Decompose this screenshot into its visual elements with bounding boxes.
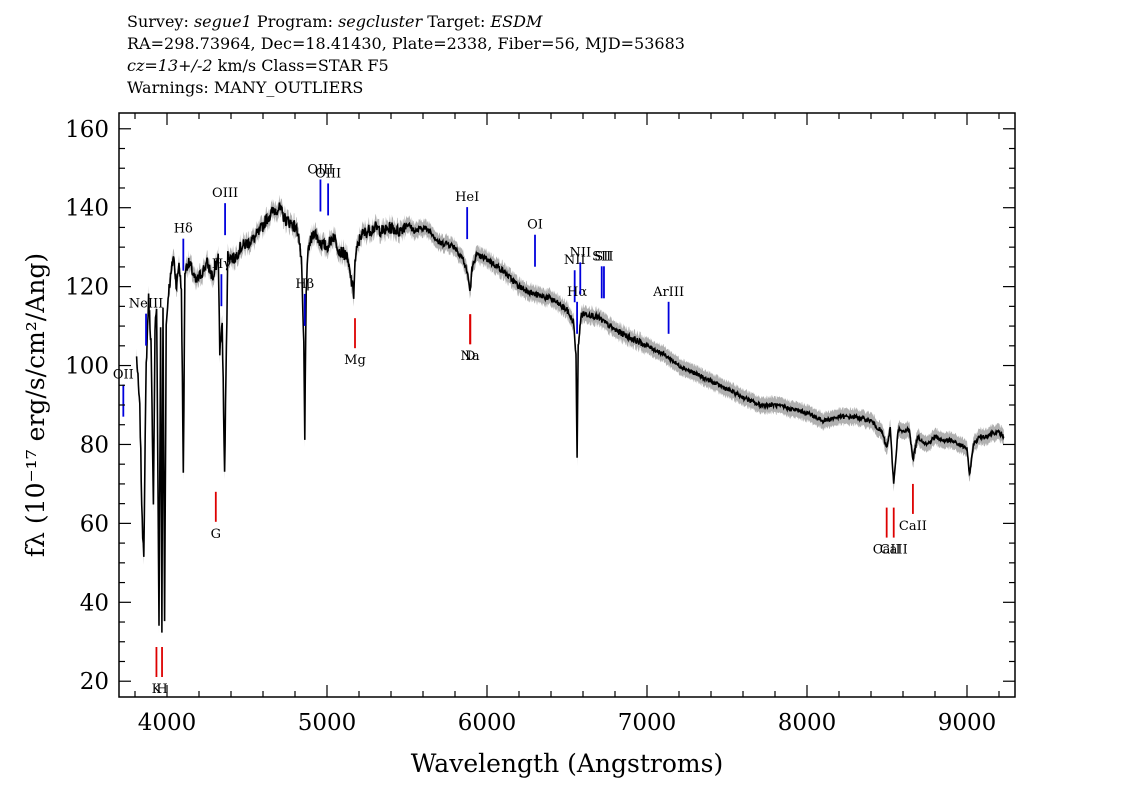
x-tick-label: 5000 (298, 710, 357, 736)
x-tick-label: 8000 (778, 710, 837, 736)
header-line-warnings: Warnings: MANY_OUTLIERS (127, 78, 364, 97)
absorption-line-label: CaII (880, 543, 908, 558)
y-tick-label: 80 (80, 432, 109, 458)
emission-line-label: SII (592, 249, 611, 264)
emission-line-label: SII (594, 249, 613, 264)
y-tick-label: 140 (65, 196, 109, 222)
header-line-survey: Survey: segue1 Program: segcluster Targe… (127, 11, 685, 33)
y-tick-label: 100 (65, 354, 109, 380)
emission-line-label: OI (527, 218, 543, 233)
x-tick-label: 7000 (618, 710, 677, 736)
cz-value: cz=13+/-2 (127, 56, 213, 75)
program-value: segcluster (338, 12, 423, 31)
y-axis-title: fλ (10⁻¹⁷ erg/s/cm²/Ang) (21, 253, 50, 557)
y-tick-label: 60 (80, 511, 109, 537)
x-tick-label: 9000 (938, 710, 997, 736)
plot-frame (118, 112, 1016, 698)
emission-line-label: Hα (567, 285, 587, 300)
y-tick-label: 120 (65, 275, 109, 301)
y-tick-label: 160 (65, 117, 109, 143)
absorption-line-label: H (156, 682, 167, 697)
emission-line-label: OIII (307, 162, 333, 177)
emission-line-label: OIII (315, 166, 341, 181)
emission-line-label: ArIII (652, 285, 684, 300)
header-line-redshift: cz=13+/-2 km/s Class=STAR F5 (127, 55, 685, 77)
y-tick-label: 40 (80, 590, 109, 616)
header-line-coordinates: RA=298.73964, Dec=18.41430, Plate=2338, … (127, 34, 685, 53)
emission-line-label: Hδ (174, 222, 193, 237)
x-tick-label: 4000 (138, 710, 197, 736)
emission-line-label: OIII (212, 186, 238, 201)
spectrum-header: Survey: segue1 Program: segcluster Targe… (127, 11, 685, 99)
emission-line-label: Hβ (295, 277, 314, 292)
absorption-line-label: D (465, 349, 475, 364)
survey-value: segue1 (193, 12, 252, 31)
absorption-line-label: K (152, 682, 162, 697)
emission-line-label: NII (569, 245, 591, 260)
emission-line-label: OII (113, 368, 134, 383)
y-tick-label: 20 (80, 669, 109, 695)
absorption-line-label: Mg (344, 353, 366, 368)
cz-class: km/s Class=STAR F5 (212, 56, 389, 75)
x-axis-title: Wavelength (Angstroms) (411, 749, 723, 778)
emission-line-label: NeIII (129, 297, 163, 312)
survey-label: Survey: (127, 12, 189, 31)
emission-line-label: HeI (455, 190, 479, 205)
program-label: Program: (256, 12, 333, 31)
emission-line-label: Hγ (212, 257, 231, 272)
target-label: Target: (427, 12, 486, 31)
spectrum-line (135, 202, 1005, 633)
absorption-line-label: CaII (873, 543, 901, 558)
absorption-line-label: G (211, 527, 221, 542)
absorption-line-label: Na (460, 349, 479, 364)
x-tick-label: 6000 (458, 710, 517, 736)
absorption-line-label: CaII (899, 519, 927, 534)
target-value: ESDM (490, 12, 543, 31)
